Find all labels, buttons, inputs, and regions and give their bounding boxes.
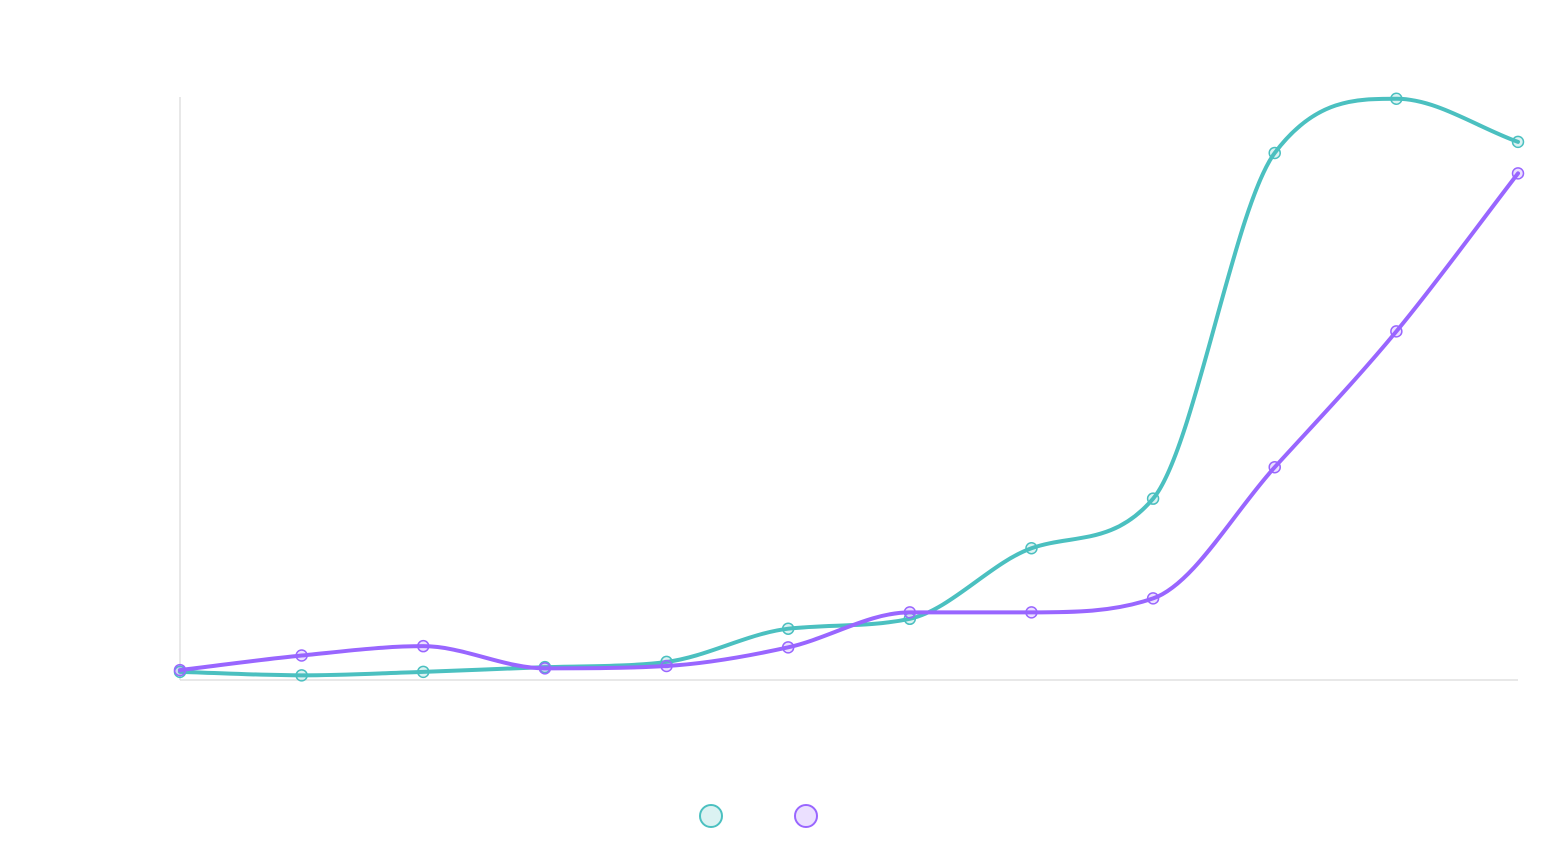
legend-marker-2[interactable] — [794, 804, 818, 828]
data-point[interactable] — [1268, 460, 1281, 474]
data-point[interactable] — [417, 665, 430, 679]
legend-marker-1[interactable] — [699, 804, 723, 828]
series-line-1 — [178, 96, 1520, 678]
data-point[interactable] — [1390, 325, 1403, 338]
data-point[interactable] — [903, 606, 917, 619]
data-point[interactable] — [1511, 167, 1525, 180]
series-1 — [173, 92, 1525, 682]
data-point[interactable] — [295, 669, 308, 682]
data-point[interactable] — [1390, 92, 1403, 105]
data-point[interactable] — [538, 662, 552, 675]
series-line-2 — [178, 171, 1520, 673]
data-point[interactable] — [1025, 541, 1038, 555]
data-point[interactable] — [1268, 146, 1281, 160]
series-layer — [173, 92, 1525, 682]
data-point[interactable] — [660, 659, 673, 673]
data-point[interactable] — [1146, 492, 1160, 505]
axes-layer — [179, 97, 1518, 681]
data-point[interactable] — [173, 663, 187, 677]
data-point[interactable] — [295, 649, 308, 662]
data-point[interactable] — [417, 639, 430, 653]
data-point[interactable] — [781, 641, 795, 654]
legend[interactable] — [699, 804, 818, 828]
data-point[interactable] — [1025, 606, 1038, 619]
data-point[interactable] — [1511, 135, 1525, 149]
series-2 — [173, 167, 1525, 677]
data-point[interactable] — [781, 622, 795, 635]
data-point[interactable] — [1146, 592, 1160, 605]
